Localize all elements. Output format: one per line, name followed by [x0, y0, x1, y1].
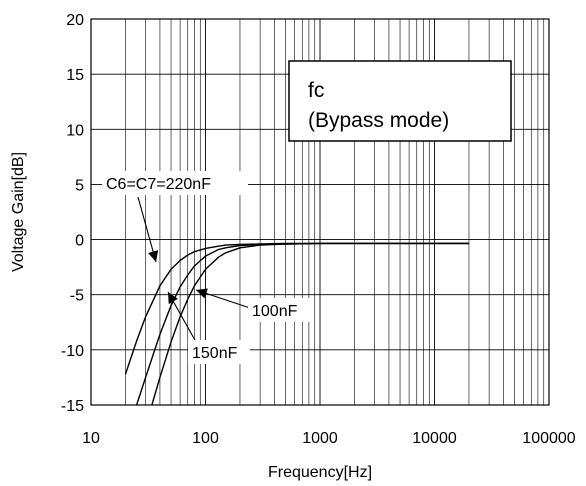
arrow-c220-head [148, 250, 159, 262]
legend-box-line1: fc [308, 79, 324, 102]
x-tick-label: 100000 [522, 430, 575, 447]
arrow-c100-head [196, 288, 208, 299]
legend-box [288, 60, 512, 142]
y-tick-labels: 20 15 10 5 0 -5 -10 -15 [61, 12, 84, 415]
x-tick-label: 10 [82, 430, 100, 447]
y-tick-label: 20 [66, 12, 84, 29]
x-axis-label: Frequency[Hz] [268, 464, 372, 481]
gain-curves [124, 242, 469, 406]
y-tick-label: -5 [70, 288, 84, 305]
grid-minor-lines [125, 19, 545, 405]
annotation-c100: 100nF [252, 303, 298, 320]
legend-box-line2: (Bypass mode) [308, 109, 449, 132]
y-tick-label: 10 [66, 122, 84, 139]
y-tick-label: 0 [75, 233, 84, 250]
x-tick-label: 100 [192, 430, 219, 447]
annotation-arrows [137, 196, 251, 343]
gain-curve-3 [151, 242, 469, 406]
y-tick-label: 5 [75, 177, 84, 194]
plot-frame [90, 18, 550, 406]
arrow-c150-head [168, 292, 178, 304]
x-tick-label: 1000 [302, 430, 338, 447]
x-tick-labels: 10 100 1000 10000 100000 [82, 430, 576, 447]
y-tick-label: 15 [66, 67, 84, 84]
y-tick-label: -10 [61, 343, 84, 360]
y-axis-label: Voltage Gain[dB] [10, 152, 27, 272]
annotation-c150: 150nF [192, 345, 238, 362]
y-tick-label: -15 [61, 398, 84, 415]
annotation-c220: C6=C7=220nF [106, 176, 211, 193]
x-tick-label: 10000 [412, 430, 457, 447]
arrow-c220-line [137, 196, 157, 263]
